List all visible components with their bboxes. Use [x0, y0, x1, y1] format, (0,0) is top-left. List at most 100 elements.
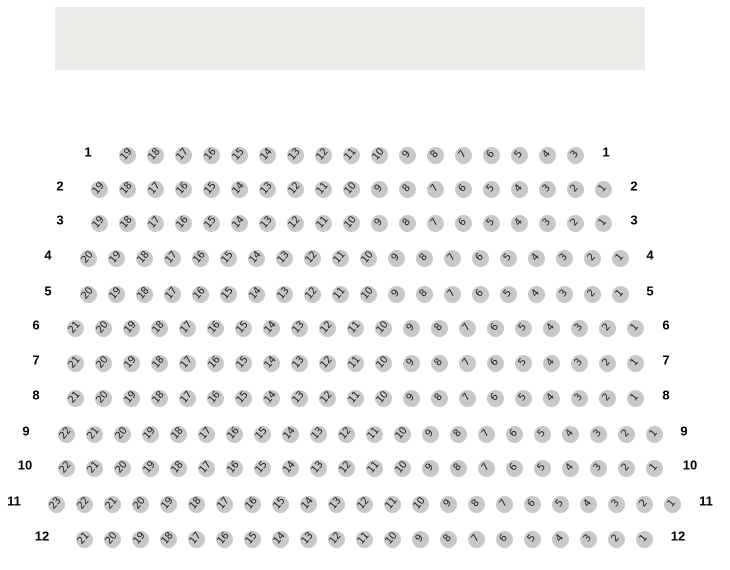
seat[interactable]: 9 — [370, 180, 388, 198]
seat[interactable]: 10 — [393, 425, 411, 443]
seat[interactable]: 3 — [607, 495, 625, 513]
seat[interactable]: 18 — [169, 425, 187, 443]
seat[interactable]: 2 — [607, 530, 625, 548]
seat[interactable]: 9 — [387, 285, 405, 303]
seat[interactable]: 10 — [342, 180, 360, 198]
seat[interactable]: 1 — [635, 530, 653, 548]
seat[interactable]: 15 — [234, 354, 252, 372]
seat[interactable]: 11 — [331, 249, 349, 267]
seat[interactable]: 16 — [191, 285, 209, 303]
seat[interactable]: 13 — [309, 459, 327, 477]
seat[interactable]: 7 — [443, 285, 461, 303]
seat[interactable]: 7 — [495, 495, 513, 513]
seat[interactable]: 19 — [122, 354, 140, 372]
seat[interactable]: 2 — [598, 319, 616, 337]
seat[interactable]: 20 — [103, 530, 121, 548]
seat[interactable]: 5 — [510, 146, 528, 164]
seat[interactable]: 3 — [538, 214, 556, 232]
seat[interactable]: 16 — [225, 459, 243, 477]
seat[interactable]: 17 — [146, 180, 164, 198]
seat[interactable]: 7 — [458, 319, 476, 337]
seat[interactable]: 8 — [430, 354, 448, 372]
seat[interactable]: 19 — [141, 459, 159, 477]
seat[interactable]: 3 — [570, 389, 588, 407]
seat[interactable]: 11 — [331, 285, 349, 303]
seat[interactable]: 7 — [477, 425, 495, 443]
seat[interactable]: 18 — [169, 459, 187, 477]
seat[interactable]: 9 — [370, 214, 388, 232]
seat[interactable]: 20 — [94, 354, 112, 372]
seat[interactable]: 8 — [449, 425, 467, 443]
seat[interactable]: 6 — [486, 319, 504, 337]
seat[interactable]: 8 — [430, 389, 448, 407]
seat[interactable]: 17 — [178, 389, 196, 407]
seat[interactable]: 23 — [47, 495, 65, 513]
seat[interactable]: 2 — [598, 389, 616, 407]
seat[interactable]: 16 — [215, 530, 233, 548]
seat[interactable]: 16 — [206, 354, 224, 372]
seat[interactable]: 9 — [398, 146, 416, 164]
seat[interactable]: 10 — [370, 146, 388, 164]
seat[interactable]: 5 — [499, 285, 517, 303]
seat[interactable]: 13 — [258, 180, 276, 198]
seat[interactable]: 17 — [197, 459, 215, 477]
seat[interactable]: 17 — [178, 354, 196, 372]
seat[interactable]: 19 — [122, 319, 140, 337]
seat[interactable]: 4 — [542, 354, 560, 372]
seat[interactable]: 7 — [426, 180, 444, 198]
seat[interactable]: 7 — [458, 354, 476, 372]
seat[interactable]: 10 — [374, 389, 392, 407]
seat[interactable]: 12 — [314, 146, 332, 164]
seat[interactable]: 2 — [566, 214, 584, 232]
seat[interactable]: 17 — [187, 530, 205, 548]
seat[interactable]: 12 — [318, 319, 336, 337]
seat[interactable]: 8 — [426, 146, 444, 164]
seat[interactable]: 19 — [107, 249, 125, 267]
seat[interactable]: 9 — [402, 319, 420, 337]
seat[interactable]: 1 — [645, 459, 663, 477]
seat[interactable]: 2 — [635, 495, 653, 513]
seat[interactable]: 17 — [174, 146, 192, 164]
seat[interactable]: 8 — [467, 495, 485, 513]
seat[interactable]: 14 — [230, 180, 248, 198]
seat[interactable]: 16 — [243, 495, 261, 513]
seat[interactable]: 3 — [579, 530, 597, 548]
seat[interactable]: 12 — [318, 354, 336, 372]
seat[interactable]: 12 — [303, 285, 321, 303]
seat[interactable]: 22 — [57, 425, 75, 443]
seat[interactable]: 5 — [551, 495, 569, 513]
seat[interactable]: 11 — [346, 389, 364, 407]
seat[interactable]: 3 — [589, 459, 607, 477]
seat[interactable]: 1 — [626, 354, 644, 372]
seat[interactable]: 18 — [159, 530, 177, 548]
seat[interactable]: 17 — [163, 285, 181, 303]
seat[interactable]: 17 — [178, 319, 196, 337]
seat[interactable]: 15 — [230, 146, 248, 164]
seat[interactable]: 15 — [234, 319, 252, 337]
seat[interactable]: 8 — [415, 249, 433, 267]
seat[interactable]: 15 — [202, 180, 220, 198]
seat[interactable]: 18 — [150, 389, 168, 407]
seat[interactable]: 1 — [626, 319, 644, 337]
seat[interactable]: 13 — [286, 146, 304, 164]
seat[interactable]: 5 — [533, 459, 551, 477]
seat[interactable]: 2 — [598, 354, 616, 372]
seat[interactable]: 2 — [617, 459, 635, 477]
seat[interactable]: 3 — [566, 146, 584, 164]
seat[interactable]: 9 — [402, 354, 420, 372]
seat[interactable]: 1 — [611, 249, 629, 267]
seat[interactable]: 9 — [421, 425, 439, 443]
seat[interactable]: 10 — [359, 285, 377, 303]
seat[interactable]: 18 — [146, 146, 164, 164]
seat[interactable]: 3 — [538, 180, 556, 198]
seat[interactable]: 13 — [275, 249, 293, 267]
seat[interactable]: 20 — [113, 459, 131, 477]
seat[interactable]: 21 — [66, 319, 84, 337]
seat[interactable]: 14 — [247, 285, 265, 303]
seat[interactable]: 5 — [482, 180, 500, 198]
seat[interactable]: 2 — [566, 180, 584, 198]
seat[interactable]: 15 — [253, 459, 271, 477]
seat[interactable]: 11 — [314, 214, 332, 232]
seat[interactable]: 14 — [281, 459, 299, 477]
seat[interactable]: 12 — [318, 389, 336, 407]
